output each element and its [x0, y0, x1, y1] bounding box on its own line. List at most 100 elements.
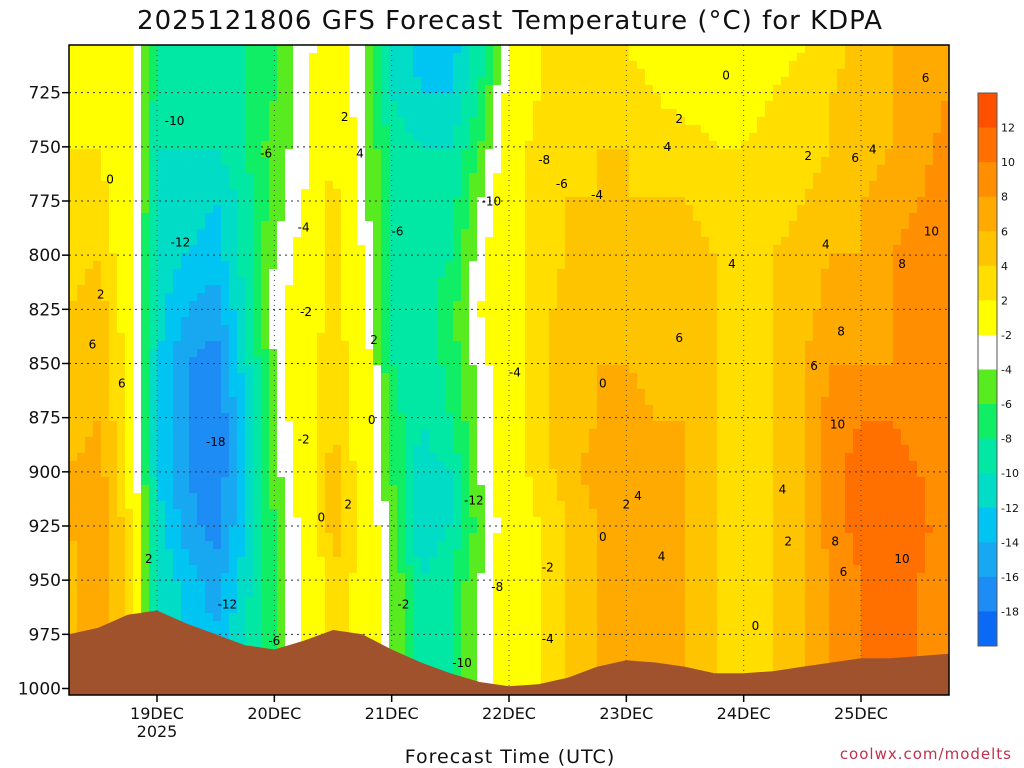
field-cell: [469, 445, 478, 454]
field-cell: [85, 165, 94, 174]
field-cell: [485, 285, 494, 294]
field-cell: [69, 597, 78, 606]
field-cell: [501, 293, 510, 302]
field-cell: [181, 581, 190, 590]
field-cell: [117, 309, 126, 318]
field-cell: [477, 461, 486, 470]
field-cell: [141, 541, 150, 550]
field-cell: [397, 133, 406, 142]
field-cell: [261, 429, 270, 438]
field-cell: [141, 437, 150, 446]
field-cell: [413, 205, 422, 214]
field-cell: [389, 605, 398, 614]
field-cell: [357, 437, 366, 446]
field-cell: [229, 181, 238, 190]
field-cell: [349, 397, 358, 406]
field-cell: [173, 269, 182, 278]
field-cell: [421, 357, 430, 366]
field-cell: [397, 213, 406, 222]
field-cell: [229, 581, 238, 590]
field-cell: [285, 397, 294, 406]
field-cell: [117, 165, 126, 174]
field-cell: [277, 325, 286, 334]
field-cell: [253, 341, 262, 350]
field-cell: [133, 605, 142, 614]
field-cell: [253, 549, 262, 558]
field-cell: [229, 461, 238, 470]
field-cell: [237, 501, 246, 510]
field-cell: [397, 301, 406, 310]
field-cell: [189, 477, 198, 486]
field-cell: [405, 445, 414, 454]
field-cell: [405, 653, 414, 662]
field-cell: [125, 533, 134, 542]
field-cell: [421, 221, 430, 230]
field-cell: [221, 405, 230, 414]
field-cell: [93, 397, 102, 406]
field-cell: [381, 309, 390, 318]
field-cell: [69, 149, 78, 158]
field-cell: [317, 317, 326, 326]
field-cell: [357, 629, 366, 638]
field-cell: [469, 77, 478, 86]
field-cell: [221, 541, 230, 550]
field-cell: [381, 477, 390, 486]
field-cell: [477, 173, 486, 182]
field-cell: [221, 61, 230, 70]
field-cell: [349, 405, 358, 414]
field-cell: [357, 565, 366, 574]
field-cell: [157, 509, 166, 518]
field-cell: [413, 325, 422, 334]
field-cell: [325, 149, 334, 158]
field-cell: [213, 589, 222, 598]
field-cell: [149, 397, 158, 406]
field-cell: [413, 405, 422, 414]
field-cell: [509, 645, 518, 654]
field-cell: [221, 589, 230, 598]
field-cell: [533, 645, 542, 654]
field-cell: [357, 341, 366, 350]
field-cell: [493, 661, 502, 670]
field-cell: [205, 309, 214, 318]
field-cell: [317, 629, 326, 638]
field-cell: [85, 173, 94, 182]
field-cell: [301, 85, 310, 94]
field-cell: [93, 461, 102, 470]
field-cell: [293, 525, 302, 534]
field-cell: [221, 109, 230, 118]
field-cell: [237, 605, 246, 614]
field-cell: [365, 237, 374, 246]
field-cell: [181, 261, 190, 270]
field-cell: [93, 141, 102, 150]
field-cell: [149, 541, 158, 550]
field-cell: [285, 373, 294, 382]
field-cell: [533, 309, 542, 318]
field-cell: [213, 357, 222, 366]
field-cell: [517, 461, 526, 470]
field-cell: [213, 157, 222, 166]
field-cell: [477, 133, 486, 142]
field-cell: [469, 557, 478, 566]
field-cell: [469, 141, 478, 150]
field-cell: [453, 261, 462, 270]
field-cell: [325, 277, 334, 286]
field-cell: [429, 93, 438, 102]
field-cell: [349, 45, 358, 54]
chart-title: 2025121806 GFS Forecast Temperature (°C)…: [137, 6, 883, 36]
field-cell: [197, 445, 206, 454]
field-cell: [549, 245, 558, 254]
field-cell: [461, 333, 470, 342]
field-cell: [165, 589, 174, 598]
field-cell: [301, 277, 310, 286]
field-cell: [541, 365, 550, 374]
field-cell: [181, 309, 190, 318]
field-cell: [541, 637, 550, 646]
field-cell: [261, 109, 270, 118]
field-cell: [125, 141, 134, 150]
field-cell: [461, 445, 470, 454]
field-cell: [373, 445, 382, 454]
field-cell: [469, 285, 478, 294]
field-cell: [205, 605, 214, 614]
field-cell: [365, 133, 374, 142]
field-cell: [365, 493, 374, 502]
